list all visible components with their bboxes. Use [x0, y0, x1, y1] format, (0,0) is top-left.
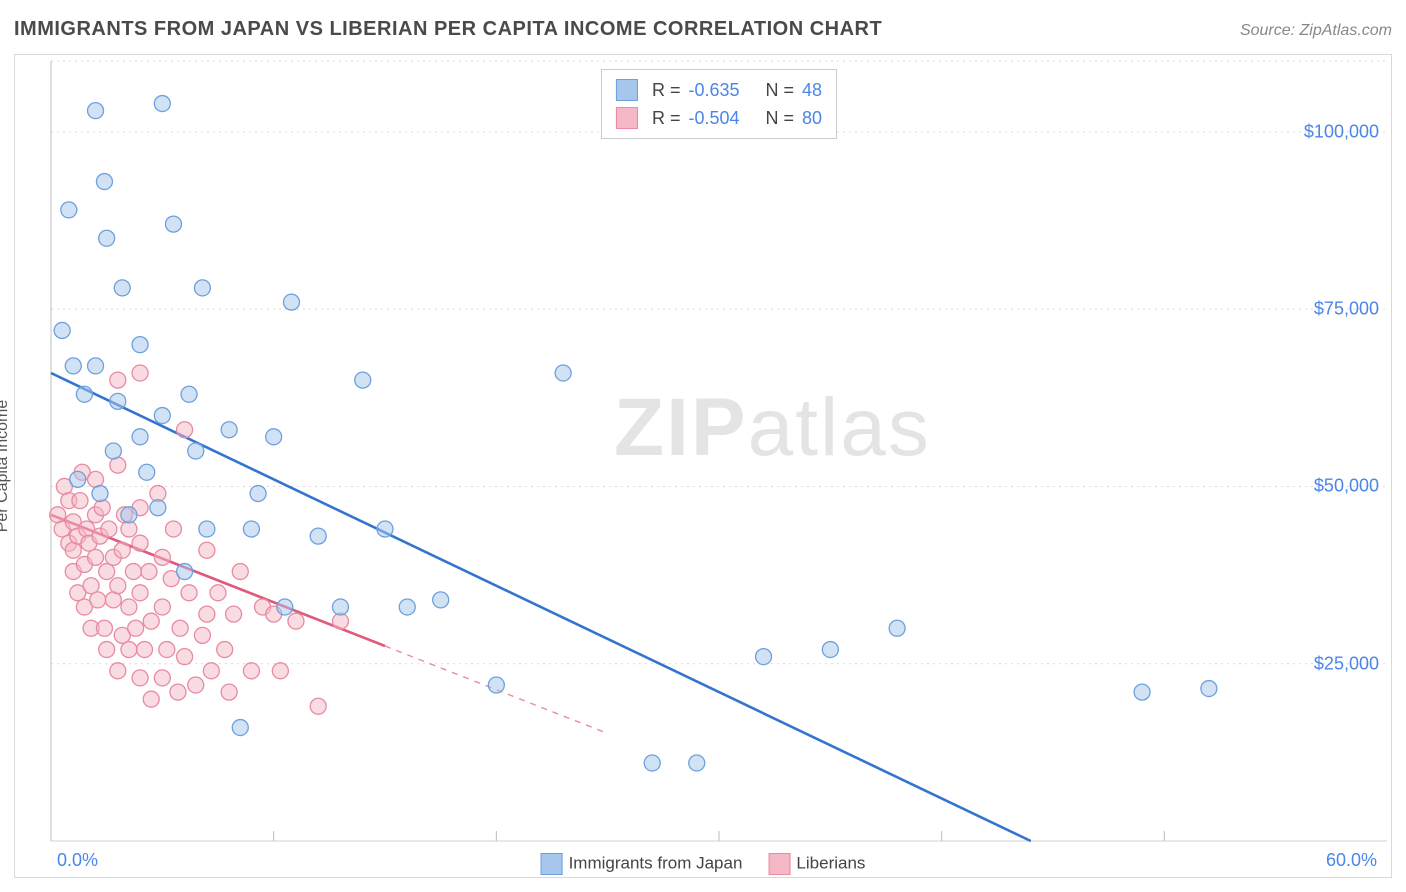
series-legend: Immigrants from Japan Liberians [541, 853, 866, 875]
y-axis-label: Per Capita Income [0, 400, 12, 533]
legend-r-label: R = [652, 80, 681, 101]
legend-row: R = -0.504 N = 80 [616, 104, 822, 132]
series-legend-item: Liberians [768, 853, 865, 875]
legend-n-value: 80 [802, 108, 822, 129]
legend-n-label: N = [766, 108, 795, 129]
series-name: Liberians [796, 853, 865, 872]
legend-r-label: R = [652, 108, 681, 129]
source-label: Source: ZipAtlas.com [1240, 22, 1392, 40]
chart-container: IMMIGRANTS FROM JAPAN VS LIBERIAN PER CA… [0, 0, 1406, 892]
x-tick-min: 0.0% [57, 850, 98, 871]
legend-n-label: N = [766, 80, 795, 101]
legend-swatch [616, 79, 638, 101]
chart-title: IMMIGRANTS FROM JAPAN VS LIBERIAN PER CA… [14, 18, 882, 41]
y-tick-label: $25,000 [1259, 653, 1379, 674]
y-tick-label: $50,000 [1259, 476, 1379, 497]
legend-n-value: 48 [802, 80, 822, 101]
chart-frame: Per Capita Income ZIPatlas $25,000$50,00… [14, 54, 1392, 878]
plot-area: ZIPatlas $25,000$50,000$75,000$100,000 R… [51, 61, 1387, 841]
correlation-legend: R = -0.635 N = 48 R = -0.504 N = 80 [601, 69, 837, 139]
legend-r-value: -0.504 [688, 108, 739, 129]
y-tick-label: $75,000 [1259, 299, 1379, 320]
legend-r-value: -0.635 [688, 80, 739, 101]
legend-swatch [616, 107, 638, 129]
x-tick-max: 60.0% [1326, 850, 1377, 871]
series-legend-item: Immigrants from Japan [541, 853, 743, 875]
y-tick-label: $100,000 [1259, 121, 1379, 142]
legend-swatch [768, 853, 790, 875]
legend-row: R = -0.635 N = 48 [616, 76, 822, 104]
legend-swatch [541, 853, 563, 875]
plot-svg [51, 61, 1387, 841]
title-bar: IMMIGRANTS FROM JAPAN VS LIBERIAN PER CA… [14, 18, 1392, 41]
series-name: Immigrants from Japan [569, 853, 743, 872]
